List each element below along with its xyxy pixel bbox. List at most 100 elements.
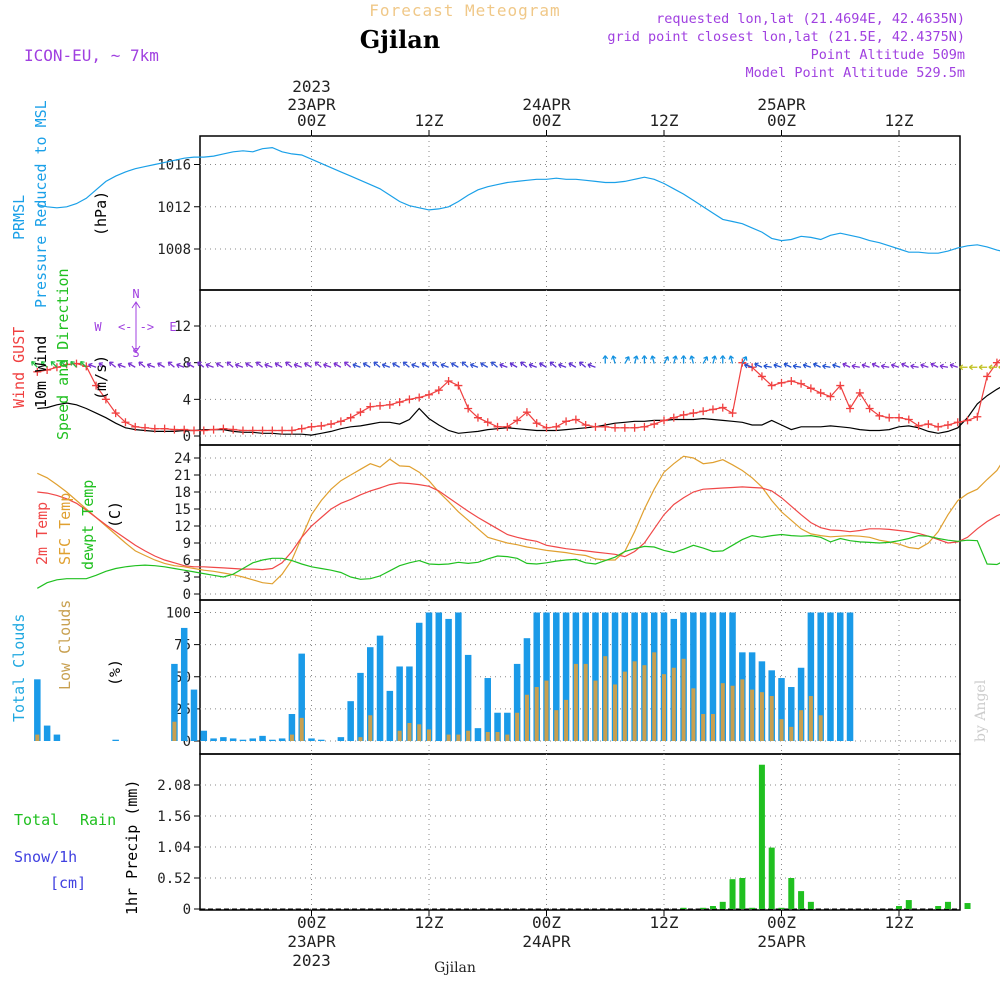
gridpoint-coords: grid point closest lon,lat (21.5E, 42.43… bbox=[607, 29, 965, 45]
low-cloud-bar bbox=[466, 730, 471, 741]
wind-direction-arrow bbox=[690, 355, 695, 364]
gust-marker bbox=[983, 372, 992, 381]
wind-direction-arrowhead bbox=[80, 361, 85, 366]
bottom-time-tick-label: 12Z bbox=[885, 913, 914, 932]
total-cloud-bar bbox=[190, 689, 198, 741]
total-cloud-bar bbox=[455, 612, 462, 741]
total-cloud-bar bbox=[298, 653, 305, 741]
compass-n-label: N bbox=[132, 287, 139, 301]
wind-direction-arrowhead bbox=[754, 362, 759, 368]
wind-direction-arrowhead bbox=[842, 362, 847, 368]
wind-direction-arrowhead bbox=[138, 361, 143, 367]
wind-direction-arrow bbox=[549, 361, 557, 368]
total-cloud-bar bbox=[611, 612, 619, 741]
gust-marker bbox=[679, 410, 688, 419]
bottom-date-label: 24APR bbox=[522, 932, 571, 951]
low-cloud-bar bbox=[368, 715, 373, 741]
gust-marker bbox=[199, 426, 208, 435]
low-cloud-bar bbox=[681, 658, 686, 741]
total-cloud-bar bbox=[425, 612, 433, 741]
wind-direction-arrowhead bbox=[680, 355, 687, 360]
wind-direction-arrowhead bbox=[490, 361, 496, 367]
gust-marker bbox=[238, 426, 247, 435]
gust-marker bbox=[562, 417, 571, 426]
gust-marker bbox=[317, 421, 326, 430]
wind-direction-arrow bbox=[539, 362, 547, 368]
wind-direction-arrow bbox=[587, 363, 596, 368]
gust-marker bbox=[385, 400, 394, 409]
total-cloud-bar bbox=[53, 734, 61, 741]
wind-direction-arrow bbox=[773, 364, 782, 368]
wind-direction-arrowhead bbox=[633, 355, 639, 360]
wind-direction-arrow bbox=[197, 361, 205, 368]
total-cloud-bar bbox=[288, 714, 296, 741]
low-cloud-bar bbox=[759, 692, 764, 741]
wind-direction-arrow bbox=[633, 355, 638, 364]
temp-y-tick-label: 15 bbox=[174, 502, 191, 518]
wind-direction-arrow bbox=[702, 356, 708, 364]
gust-marker bbox=[943, 421, 952, 429]
wind-direction-arrow bbox=[793, 365, 802, 368]
wind-direction-arrowhead bbox=[432, 361, 437, 367]
temp-y-tick-label: 9 bbox=[183, 536, 191, 552]
pressure-line bbox=[37, 146, 1000, 254]
gust-marker bbox=[904, 415, 913, 424]
total-cloud-bar bbox=[278, 738, 286, 741]
wind-direction-arrow bbox=[70, 361, 77, 368]
low-cloud-bar bbox=[730, 685, 735, 741]
wind-direction-arrow bbox=[255, 361, 263, 368]
wind-direction-arrow bbox=[451, 362, 459, 368]
compass-ns-arrow bbox=[131, 301, 141, 353]
wind-direction-arrow bbox=[663, 356, 669, 364]
total-cloud-bar bbox=[543, 612, 550, 741]
wind-direction-arrowhead bbox=[703, 356, 709, 361]
low-cloud-bar bbox=[769, 696, 774, 741]
wind-direction-arrow bbox=[842, 363, 851, 368]
total-cloud-bar bbox=[592, 612, 599, 741]
wind-direction-arrowhead bbox=[792, 363, 798, 370]
total-cloud-bar bbox=[337, 737, 345, 741]
wind-direction-arrowhead bbox=[352, 362, 357, 369]
low-cloud-bar bbox=[564, 699, 569, 741]
cloud-y-tick-label: 100 bbox=[166, 606, 191, 622]
requested-coords: requested lon,lat (21.4694E, 42.4635N) bbox=[656, 11, 965, 27]
wind-unit: (m/s) bbox=[92, 355, 110, 400]
wind-direction-arrow bbox=[216, 362, 224, 368]
wind-direction-arrowhead bbox=[728, 355, 734, 360]
gust-marker bbox=[258, 426, 267, 435]
wind-direction-arrow bbox=[744, 364, 753, 368]
gust-marker bbox=[855, 388, 864, 397]
temp2m-label: 2m Temp bbox=[33, 502, 51, 565]
wind-direction-arrowhead bbox=[910, 363, 915, 370]
wind-direction-arrowhead bbox=[861, 362, 867, 369]
wind-direction-arrow bbox=[293, 363, 302, 368]
low-cloud-bar bbox=[720, 683, 725, 741]
precip-y-tick-label: 2.08 bbox=[157, 778, 191, 794]
total-cloud-bar bbox=[699, 612, 707, 741]
wind-direction-arrow bbox=[314, 361, 322, 368]
pressure-y-tick-label: 1012 bbox=[157, 200, 191, 216]
gust-marker bbox=[660, 416, 668, 425]
wind-direction-arrow bbox=[411, 363, 420, 368]
wind-direction-arrow bbox=[651, 355, 655, 364]
wind-direction-arrowhead bbox=[650, 355, 656, 360]
wind-direction-arrowhead bbox=[461, 361, 467, 367]
wind10-line bbox=[37, 386, 1000, 436]
gust-marker bbox=[493, 422, 502, 431]
gust-marker bbox=[591, 422, 600, 431]
total-cloud-bar bbox=[34, 679, 41, 741]
wind-direction-arrowhead bbox=[402, 361, 408, 367]
wind-direction-arrowhead bbox=[98, 362, 103, 368]
total-cloud-bar bbox=[376, 635, 384, 741]
wind-speed-dir-label: Speed and Direction bbox=[54, 268, 72, 440]
wind-direction-arrow bbox=[624, 356, 630, 364]
wind-direction-arrow bbox=[803, 364, 812, 368]
wind-direction-arrowhead bbox=[890, 362, 896, 369]
wind-direction-arrow bbox=[509, 362, 518, 368]
rain-bar bbox=[709, 906, 716, 909]
wind-direction-arrowhead bbox=[70, 361, 75, 366]
gust-marker bbox=[43, 366, 52, 374]
top-time-tick-label: 00Z bbox=[767, 111, 796, 130]
rain-bar bbox=[729, 879, 736, 909]
wind-direction-arrowhead bbox=[528, 362, 534, 369]
